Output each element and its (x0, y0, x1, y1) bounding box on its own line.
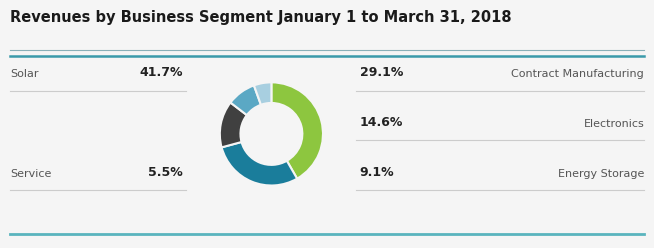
Text: Electronics: Electronics (583, 119, 644, 129)
Text: Revenues by Business Segment January 1 to March 31, 2018: Revenues by Business Segment January 1 t… (10, 10, 511, 25)
Wedge shape (222, 142, 297, 186)
Text: 29.1%: 29.1% (360, 66, 403, 79)
Text: 5.5%: 5.5% (148, 166, 183, 179)
Text: 9.1%: 9.1% (360, 166, 394, 179)
Wedge shape (254, 82, 271, 105)
Text: Service: Service (10, 169, 51, 179)
Text: Energy Storage: Energy Storage (558, 169, 644, 179)
Text: 41.7%: 41.7% (139, 66, 183, 79)
Wedge shape (230, 85, 261, 115)
Text: 14.6%: 14.6% (360, 116, 403, 129)
Wedge shape (220, 103, 247, 147)
Wedge shape (271, 82, 323, 179)
Text: Solar: Solar (10, 69, 39, 79)
Text: Contract Manufacturing: Contract Manufacturing (511, 69, 644, 79)
